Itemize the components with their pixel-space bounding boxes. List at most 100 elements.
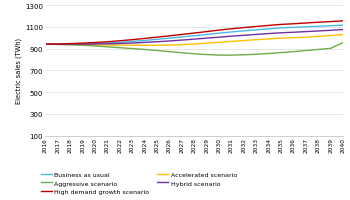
Business as usual <box>118 42 122 44</box>
Legend: Business as usual, Aggressive scenario, High demand growth scenario, Accelerated: Business as usual, Aggressive scenario, … <box>38 169 239 197</box>
High demand growth scenario <box>329 21 333 24</box>
Aggressive scenario <box>254 54 258 56</box>
Aggressive scenario <box>118 47 122 50</box>
Business as usual <box>192 35 196 38</box>
Aggressive scenario <box>93 46 97 48</box>
Accelerated scenario <box>291 37 295 40</box>
High demand growth scenario <box>167 35 172 38</box>
Hybrid scenario <box>43 44 48 46</box>
Hybrid scenario <box>167 41 172 43</box>
High demand growth scenario <box>316 22 320 24</box>
Aggressive scenario <box>266 53 271 55</box>
Hybrid scenario <box>180 40 184 42</box>
High demand growth scenario <box>180 34 184 36</box>
Business as usual <box>80 43 85 46</box>
Accelerated scenario <box>217 42 221 44</box>
Business as usual <box>105 43 110 45</box>
Line: High demand growth scenario: High demand growth scenario <box>46 22 343 45</box>
Aggressive scenario <box>167 51 172 54</box>
Hybrid scenario <box>93 44 97 46</box>
Aggressive scenario <box>304 50 308 52</box>
Accelerated scenario <box>142 45 147 47</box>
Aggressive scenario <box>43 44 48 46</box>
High demand growth scenario <box>279 24 283 26</box>
Business as usual <box>316 26 320 28</box>
Business as usual <box>291 27 295 29</box>
Accelerated scenario <box>180 44 184 47</box>
Hybrid scenario <box>105 43 110 46</box>
Hybrid scenario <box>217 37 221 39</box>
Accelerated scenario <box>192 44 196 46</box>
Accelerated scenario <box>204 43 209 45</box>
Business as usual <box>43 44 48 46</box>
Aggressive scenario <box>316 49 320 51</box>
High demand growth scenario <box>68 43 72 46</box>
Accelerated scenario <box>341 34 345 37</box>
Accelerated scenario <box>229 41 233 43</box>
Business as usual <box>68 44 72 46</box>
Business as usual <box>93 43 97 45</box>
Accelerated scenario <box>130 45 134 47</box>
Line: Aggressive scenario: Aggressive scenario <box>46 43 343 56</box>
High demand growth scenario <box>266 25 271 27</box>
Aggressive scenario <box>56 44 60 46</box>
Accelerated scenario <box>68 44 72 46</box>
Aggressive scenario <box>204 54 209 56</box>
Aggressive scenario <box>192 53 196 56</box>
Hybrid scenario <box>68 44 72 46</box>
Business as usual <box>266 29 271 31</box>
Aggressive scenario <box>130 48 134 51</box>
High demand growth scenario <box>341 21 345 23</box>
Aggressive scenario <box>68 44 72 47</box>
High demand growth scenario <box>217 30 221 32</box>
High demand growth scenario <box>304 23 308 25</box>
Business as usual <box>142 40 147 42</box>
High demand growth scenario <box>93 42 97 44</box>
Business as usual <box>279 28 283 30</box>
High demand growth scenario <box>242 27 246 30</box>
Hybrid scenario <box>242 35 246 37</box>
Hybrid scenario <box>204 38 209 40</box>
Line: Accelerated scenario: Accelerated scenario <box>46 35 343 46</box>
Hybrid scenario <box>130 43 134 45</box>
High demand growth scenario <box>56 44 60 46</box>
Business as usual <box>155 39 159 41</box>
High demand growth scenario <box>118 40 122 43</box>
High demand growth scenario <box>204 31 209 34</box>
Hybrid scenario <box>142 42 147 44</box>
Aggressive scenario <box>180 52 184 55</box>
Business as usual <box>341 25 345 27</box>
Accelerated scenario <box>56 44 60 46</box>
Business as usual <box>254 29 258 32</box>
Business as usual <box>167 38 172 40</box>
Accelerated scenario <box>118 45 122 47</box>
Business as usual <box>204 34 209 36</box>
Hybrid scenario <box>341 29 345 32</box>
Accelerated scenario <box>304 37 308 39</box>
Aggressive scenario <box>155 50 159 52</box>
Accelerated scenario <box>155 45 159 47</box>
Accelerated scenario <box>316 36 320 38</box>
Accelerated scenario <box>43 44 48 46</box>
Accelerated scenario <box>80 44 85 47</box>
Hybrid scenario <box>118 43 122 45</box>
Business as usual <box>329 25 333 28</box>
High demand growth scenario <box>130 39 134 42</box>
Business as usual <box>130 41 134 43</box>
Accelerated scenario <box>242 40 246 43</box>
Line: Hybrid scenario: Hybrid scenario <box>46 30 343 45</box>
Business as usual <box>217 33 221 35</box>
Hybrid scenario <box>291 32 295 34</box>
High demand growth scenario <box>105 41 110 44</box>
Line: Business as usual: Business as usual <box>46 26 343 45</box>
High demand growth scenario <box>43 44 48 46</box>
Aggressive scenario <box>341 42 345 45</box>
Accelerated scenario <box>329 35 333 38</box>
Aggressive scenario <box>291 51 295 54</box>
High demand growth scenario <box>291 23 295 26</box>
Accelerated scenario <box>93 44 97 47</box>
High demand growth scenario <box>155 37 159 39</box>
High demand growth scenario <box>142 38 147 40</box>
Hybrid scenario <box>279 32 283 35</box>
Accelerated scenario <box>167 45 172 47</box>
